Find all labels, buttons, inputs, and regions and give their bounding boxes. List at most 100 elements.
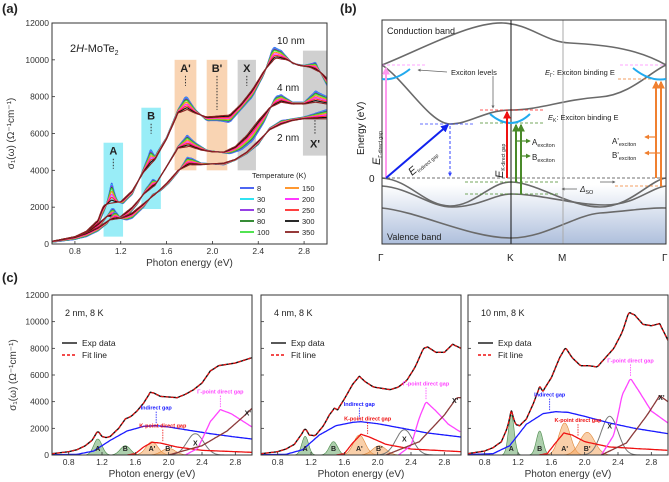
x-tick-label: 2.4 bbox=[405, 457, 417, 467]
label-4nm: 4 nm bbox=[277, 83, 299, 94]
y-tick-label: 4000 bbox=[30, 397, 49, 407]
label-10nm: 10 nm bbox=[277, 36, 305, 47]
legend-label: 150 bbox=[302, 184, 315, 193]
y-tick-label: 10000 bbox=[25, 317, 49, 327]
peak-label: A bbox=[509, 446, 514, 453]
y-tick-label: 8000 bbox=[30, 343, 49, 353]
legend-label: 80 bbox=[257, 217, 265, 226]
band-label: Γ-point direct gap bbox=[607, 358, 654, 364]
fit-line bbox=[52, 357, 252, 455]
band-label: K-point direct gap bbox=[344, 416, 392, 422]
kpoint-k: K bbox=[507, 253, 514, 264]
curve-4nm-200K bbox=[51, 96, 328, 243]
conduction-band-label: Conduction band bbox=[387, 26, 455, 36]
a-prime-exciton-label: A'exciton bbox=[612, 137, 636, 148]
band-indirectgap bbox=[52, 425, 252, 455]
peak-label: B bbox=[537, 446, 542, 453]
peak-label: A' bbox=[356, 446, 363, 453]
peak-label: X bbox=[402, 437, 407, 444]
exciton-box bbox=[206, 59, 228, 171]
k-direct-gap-label: EK-direct gap bbox=[494, 143, 507, 178]
peak-label: A bbox=[303, 446, 308, 453]
x-axis-label: Photon energy (eV) bbox=[109, 469, 196, 480]
energy-axis-label: Energy (eV) bbox=[356, 102, 367, 155]
peak-label: B' bbox=[376, 446, 383, 453]
plot-body bbox=[52, 357, 252, 455]
legend-label-fit: Fit line bbox=[82, 350, 107, 360]
legend-label-fit: Fit line bbox=[498, 350, 523, 360]
x-tick-label: 0.8 bbox=[63, 457, 75, 467]
b-prime-exciton-label: B'exciton bbox=[612, 151, 636, 162]
plot-frame bbox=[51, 294, 253, 456]
transition-arrows bbox=[382, 66, 665, 194]
peak-label: B bbox=[331, 446, 336, 453]
x-tick-label: 1.2 bbox=[96, 457, 108, 467]
peak-label: A bbox=[95, 446, 100, 453]
legend-label-exp: Exp data bbox=[498, 338, 532, 348]
y-axis-label: σ₁(ω) (Ω⁻¹cm⁻¹) bbox=[6, 98, 17, 169]
exciton-levels-label: Exciton levels bbox=[451, 68, 497, 77]
panel-a-chart: A B A' B' X X' 0.8 1.2 1.6 2.0 2.4 2.8 0 2000 4000 600… bbox=[6, 18, 328, 269]
band-x bbox=[168, 407, 252, 455]
y-tick-label: 2000 bbox=[30, 202, 49, 212]
legend-label: 200 bbox=[302, 195, 315, 204]
y-tick-label: 6000 bbox=[30, 370, 49, 380]
band-label: Indirect gap bbox=[344, 402, 376, 408]
x-tick-label: 2.0 bbox=[163, 457, 175, 467]
x-tick-label: 2.8 bbox=[298, 246, 310, 256]
band-kpointdirectgap bbox=[538, 432, 668, 455]
x-tick-label: 2.4 bbox=[252, 246, 264, 256]
peak-label: B bbox=[123, 446, 128, 453]
band-label: K-point direct gap bbox=[139, 424, 187, 430]
legend-label: 30 bbox=[257, 195, 265, 204]
y-tick-label: 2000 bbox=[30, 423, 49, 433]
x-axis-label: Photon energy (eV) bbox=[146, 258, 233, 269]
band-label: X' bbox=[658, 395, 665, 402]
band-indirectgap bbox=[468, 411, 668, 455]
indirect-gap-label: EIndirect gap bbox=[406, 147, 440, 179]
fit-panel-c3: A B A' B' X Indirect gap K-point direct gap Γ-p… bbox=[467, 294, 669, 480]
y-tick-label: 6000 bbox=[30, 129, 49, 139]
legend-label-fit: Fit line bbox=[291, 350, 316, 360]
band-label: Indirect gap bbox=[534, 393, 566, 399]
x-tick-label: 1.2 bbox=[512, 457, 524, 467]
legend-label: 100 bbox=[257, 228, 270, 237]
legend-label: 350 bbox=[302, 228, 315, 237]
x-tick-label: 2.8 bbox=[438, 457, 450, 467]
exciton-parabolas bbox=[381, 67, 667, 124]
y-axis-label: σ₁(ω) (Ω⁻¹cm⁻¹) bbox=[8, 339, 19, 410]
plot-body bbox=[468, 311, 668, 455]
x-tick-label: 2.8 bbox=[229, 457, 241, 467]
valence-band-3 bbox=[381, 207, 667, 239]
x-tick-label: 2.4 bbox=[196, 457, 208, 467]
x-tick-label: 2.0 bbox=[207, 246, 219, 256]
peak-X bbox=[371, 429, 438, 455]
exciton-box-label: X bbox=[243, 63, 251, 75]
peak-label: A' bbox=[561, 446, 568, 453]
panel-label-c: (c) bbox=[2, 270, 18, 285]
temperature-curves bbox=[51, 46, 328, 243]
delta-so-label: ΔSO bbox=[579, 185, 594, 196]
x-tick-label: 1.2 bbox=[115, 246, 127, 256]
x-tick-label: 0.8 bbox=[272, 457, 284, 467]
legend-label-exp: Exp data bbox=[291, 338, 325, 348]
exciton-box-label: A' bbox=[180, 63, 191, 75]
y-tick-label: 10000 bbox=[25, 55, 49, 65]
panel-c-fits: A B A' B' X Indirect gap K-point direct gap Γ-p… bbox=[8, 290, 669, 480]
x-tick-label: 1.6 bbox=[545, 457, 557, 467]
legend-label: 250 bbox=[302, 206, 315, 215]
y-tick-label: 12000 bbox=[25, 18, 49, 28]
x-tick-label: 2.0 bbox=[372, 457, 384, 467]
b-exciton-label: Bexciton bbox=[532, 153, 555, 164]
fit-line bbox=[468, 312, 668, 455]
x-tick-label: 1.2 bbox=[305, 457, 317, 467]
legend-label: 8 bbox=[257, 184, 261, 193]
x-tick-label: 2.4 bbox=[612, 457, 624, 467]
fit-panel-c2: A B A' B' X Indirect gap K-point direct gap Γ-p… bbox=[260, 294, 462, 480]
x-tick-label: 1.6 bbox=[338, 457, 350, 467]
a-exciton-label: Aexciton bbox=[532, 138, 555, 149]
band-kpointdirectgap bbox=[335, 433, 461, 455]
kpoint-gamma-right: Γ bbox=[662, 253, 668, 264]
band-label: Indirect gap bbox=[141, 406, 173, 412]
